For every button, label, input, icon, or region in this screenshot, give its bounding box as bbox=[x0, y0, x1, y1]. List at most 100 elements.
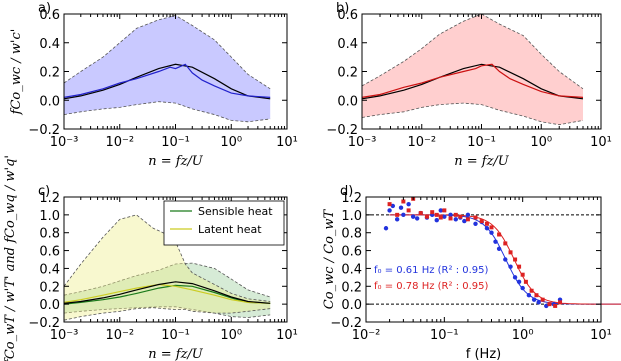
panel-4-ytick-label: 0.6 bbox=[341, 245, 362, 260]
panel-1-series-line-0 bbox=[63, 63, 271, 100]
panel-3-series-line-0 bbox=[63, 284, 271, 305]
panel-1-y-axis-label: fCo_wc / w'c' bbox=[9, 29, 24, 116]
panel-4-point-square bbox=[497, 232, 502, 237]
panel-4-point-circle bbox=[489, 230, 494, 235]
panel-4-point-circle bbox=[401, 212, 406, 218]
panel-4-point-circle bbox=[503, 257, 508, 262]
panel-2-band-0-upper-edge bbox=[361, 13, 584, 90]
panel-3-xtick-label: 10⁰ bbox=[220, 328, 242, 343]
panel-4-point-square bbox=[430, 210, 435, 215]
panel-4-point-circle bbox=[526, 293, 532, 298]
panel-3-ytick-label: 1.2 bbox=[39, 191, 60, 206]
panel-2-xtick-label: 10⁰ bbox=[530, 135, 552, 150]
panel-3-ytick-label: 0.2 bbox=[39, 280, 60, 295]
panel-4-point-circle bbox=[410, 214, 416, 219]
panel-2-x-axis-label: n = fz/U bbox=[454, 154, 510, 169]
panel-4-point-circle bbox=[394, 217, 400, 222]
panel-3-xtick-label: 10¹ bbox=[276, 328, 298, 343]
panel-3-panel-label: c) bbox=[38, 184, 50, 199]
panel-2-ytick-label: 0.6 bbox=[337, 8, 358, 23]
panel-4-point-square bbox=[529, 288, 534, 293]
panel-4-point-circle bbox=[448, 212, 453, 218]
panel-2-xtick-label: 10⁻³ bbox=[348, 135, 377, 150]
panel-4-point-circle bbox=[383, 226, 389, 231]
panel-3-legend-entry-1: Latent heat bbox=[198, 223, 262, 236]
panel-1-band-0-upper-edge bbox=[63, 14, 271, 90]
panel-3-y-axis-label: fCo_wT / w'T' and fCo_wq / w'q' bbox=[3, 155, 18, 361]
panel-4-point-square bbox=[503, 241, 508, 246]
panel-4-ytick-label: 0.2 bbox=[341, 280, 362, 295]
panel-4-point-circle bbox=[512, 275, 518, 280]
panel-2-ytick-label: 0.4 bbox=[337, 37, 358, 52]
panel-4-point-square bbox=[523, 279, 528, 284]
panel-4-xtick-label: 10⁻¹ bbox=[430, 328, 459, 343]
panel-4-point-circle bbox=[496, 246, 502, 251]
panel-4-point-square bbox=[387, 202, 392, 207]
panel-1-x-axis-label: n = fz/U bbox=[148, 154, 204, 169]
panel-3-series-line-1 bbox=[63, 283, 271, 304]
panel-4-xtick-label: 10⁰ bbox=[512, 328, 534, 343]
panel-3-xtick-label: 10⁻² bbox=[105, 328, 134, 343]
panel-4-point-circle bbox=[508, 264, 513, 269]
panel-4-point-square bbox=[434, 212, 439, 217]
panel-4-point-square bbox=[442, 208, 447, 213]
panel-3-xtick-label: 10⁻¹ bbox=[161, 328, 190, 343]
panel-4-point-circle bbox=[438, 208, 443, 213]
panel-3-ytick-label: 0.4 bbox=[39, 262, 60, 277]
panel-4-xtick-label: 10⁻² bbox=[352, 328, 381, 343]
panel-3-ytick-label: 0.0 bbox=[39, 298, 60, 313]
panel-4-point-square bbox=[465, 217, 470, 222]
panel-1-ytick-label: 0.0 bbox=[39, 94, 60, 109]
panel-4-ytick-label: 0.4 bbox=[341, 262, 362, 277]
panel-4-point-square bbox=[547, 302, 552, 307]
panel-1-xtick-label: 10¹ bbox=[276, 135, 298, 150]
panel-4-point-square bbox=[540, 297, 545, 302]
panel-4-point-circle bbox=[406, 201, 411, 207]
panel-4-point-square bbox=[453, 212, 458, 217]
panel-1-xtick-label: 10⁻³ bbox=[50, 135, 79, 150]
panel-4-point-circle bbox=[453, 217, 458, 222]
panel-4-point-square bbox=[438, 215, 443, 220]
panel-4-point-square bbox=[517, 264, 522, 269]
panel-4-point-square bbox=[424, 214, 429, 219]
panel-4-point-circle bbox=[465, 212, 471, 218]
panel-3-legend-entry-0: Sensible heat bbox=[198, 205, 273, 218]
panel-4-point-circle bbox=[484, 226, 490, 231]
panel-4-ytick-label: 0.0 bbox=[341, 298, 362, 313]
panel-4-ytick-label: 1.0 bbox=[341, 209, 362, 224]
panel-4-point-circle bbox=[387, 208, 392, 213]
panel-4-point-circle bbox=[462, 218, 467, 224]
panel-4-point-square bbox=[489, 225, 494, 230]
panel-3-ytick-label: 0.6 bbox=[39, 245, 60, 260]
panel-3-band-0 bbox=[64, 263, 271, 318]
panel-1-series-line-1 bbox=[63, 63, 271, 98]
panel-3-band-1-upper-edge bbox=[63, 214, 271, 302]
panel-3-band-1-lower-edge bbox=[63, 307, 271, 321]
panel-2-panel-label: b) bbox=[336, 1, 349, 16]
panel-4-point-square bbox=[418, 211, 423, 216]
panel-4-point-square bbox=[513, 257, 518, 262]
panel-2-series-line-0 bbox=[361, 63, 584, 100]
panel-2-xtick-label: 10⁻² bbox=[407, 135, 436, 150]
panel-4-point-square bbox=[395, 212, 400, 217]
panel-4-fit-annotation-1: f₀ = 0.78 Hz (R² : 0.95) bbox=[374, 281, 489, 292]
panel-4-point-circle bbox=[520, 285, 525, 291]
panel-4-ytick-label: −0.2 bbox=[330, 316, 362, 331]
panel-4-point-square bbox=[484, 221, 489, 226]
panel-1-xtick-label: 10⁰ bbox=[220, 135, 242, 150]
panel-3-series-line-2 bbox=[63, 281, 271, 304]
panel-4-point-circle bbox=[414, 216, 420, 221]
panel-4-point-circle bbox=[493, 239, 498, 244]
panel-3-xtick-label: 10⁻³ bbox=[50, 328, 79, 343]
panel-4-point-circle bbox=[390, 203, 396, 209]
panel-4-point-circle bbox=[544, 303, 549, 309]
panel-2-ytick-label: 0.2 bbox=[337, 66, 358, 81]
panel-4-point-square bbox=[558, 300, 563, 305]
panel-1-ytick-label: 0.2 bbox=[39, 66, 60, 81]
panel-1-ytick-label: −0.2 bbox=[28, 123, 60, 138]
panel-3-ytick-label: 0.8 bbox=[39, 227, 60, 242]
panel-4-point-square bbox=[479, 219, 484, 224]
panel-4-x-axis-label: f (Hz) bbox=[466, 347, 501, 361]
panel-4-point-circle bbox=[516, 279, 522, 285]
